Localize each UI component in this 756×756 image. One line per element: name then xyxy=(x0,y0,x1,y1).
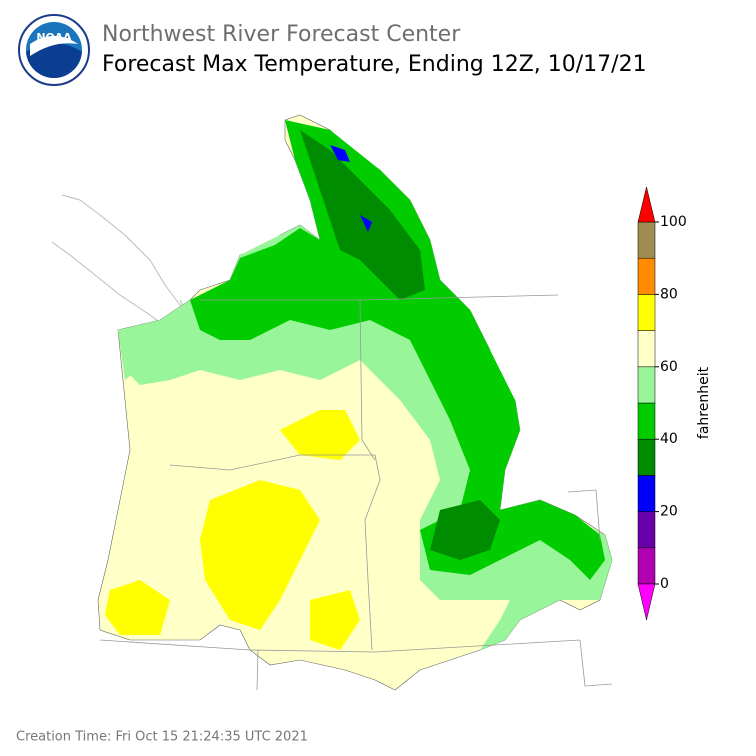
colorbar-bin xyxy=(637,221,656,259)
colorbar-tick-label: 80 xyxy=(660,286,678,302)
state-boundaries xyxy=(99,294,613,691)
colorbar-over xyxy=(637,186,656,223)
zone-20-30 xyxy=(330,145,372,232)
colorbar-bin xyxy=(637,257,656,295)
subtitle: Forecast Max Temperature, Ending 12Z, 10… xyxy=(102,52,647,77)
colorbar-label: fahrenheit xyxy=(696,366,712,439)
logo-text: NOAA xyxy=(36,31,72,44)
noaa-logo: NOAA xyxy=(18,14,90,86)
zone-light-green-coast xyxy=(118,325,180,385)
colorbar-bin xyxy=(637,402,656,440)
colorbar-bin xyxy=(637,438,656,476)
colorbar-tick-label: 100 xyxy=(660,214,687,230)
colorbar-tick-label: 20 xyxy=(660,504,678,520)
colorbar-tick-label: 0 xyxy=(660,576,669,592)
colorbar-tick-label: 40 xyxy=(660,431,678,447)
colorbar-under xyxy=(637,583,656,621)
colorbar-bin xyxy=(637,330,656,368)
zone-40-50 xyxy=(190,120,605,580)
colorbar-bin xyxy=(637,511,656,549)
zone-70-80 xyxy=(105,410,360,650)
title: Northwest River Forecast Center xyxy=(102,22,461,47)
colorbar-bin xyxy=(637,475,656,512)
creation-time: Creation Time: Fri Oct 15 21:24:35 UTC 2… xyxy=(16,730,308,745)
zone-30-40 xyxy=(300,130,500,560)
colorbar-bin xyxy=(637,366,656,404)
colorbar-bin xyxy=(637,547,656,585)
colorbar-tick-label: 60 xyxy=(660,359,678,375)
colorbar-bin xyxy=(637,294,656,331)
